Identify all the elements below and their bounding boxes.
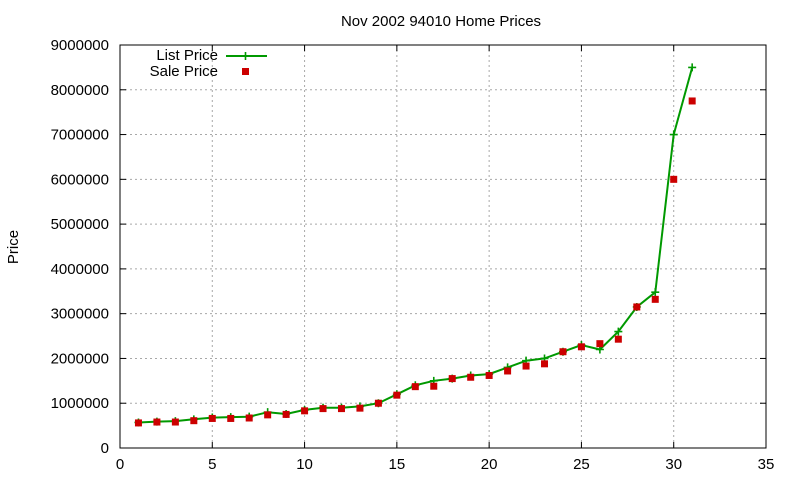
sale-price-point (319, 405, 327, 413)
sale-price-point (541, 360, 549, 368)
y-tick-label: 2000000 (51, 350, 109, 367)
y-tick-label: 6000000 (51, 171, 109, 188)
y-tick-label: 7000000 (51, 127, 109, 144)
grid (120, 45, 766, 448)
y-axis-label: Price (5, 230, 22, 264)
sale-price-point (577, 343, 585, 351)
x-tick-label: 30 (665, 456, 682, 473)
sale-price-point (356, 404, 364, 412)
sale-price-point (688, 97, 696, 105)
sale-price-point (596, 340, 604, 348)
sale-price-point (504, 367, 512, 375)
sale-price-point (633, 303, 641, 311)
list-price-point (614, 327, 623, 336)
sale-price-point (153, 418, 161, 426)
y-tick-label: 3000000 (51, 306, 109, 323)
sale-price-point (448, 375, 456, 383)
y-tick-label: 1000000 (51, 395, 109, 412)
sale-price-point (337, 405, 345, 413)
series (134, 63, 697, 427)
sale-price-point (393, 391, 401, 399)
list-price-point (651, 288, 660, 297)
chart-title: Nov 2002 94010 Home Prices (341, 13, 541, 30)
legend-label-sale-price: Sale Price (150, 63, 218, 80)
sale-price-point (411, 383, 419, 391)
sale-price-point (467, 373, 475, 381)
sale-price-point (301, 407, 309, 415)
sale-price-point (208, 414, 216, 422)
list-price-point (669, 130, 678, 139)
x-tick-label: 35 (758, 456, 775, 473)
sale-price-point (134, 419, 142, 427)
sale-price-point (227, 414, 235, 422)
sale-price-point (522, 362, 530, 370)
sale-price-point (245, 414, 253, 422)
sale-price-point (264, 411, 272, 419)
sale-price-point (171, 418, 179, 426)
x-tick-label: 20 (481, 456, 498, 473)
legend: List Price Sale Price (150, 47, 267, 80)
axis-ticks: 0 5 10 15 20 25 30 35 0 1000000 2000000 3000000 4000… (51, 37, 775, 473)
y-tick-label: 8000000 (51, 82, 109, 99)
sale-price-point (485, 371, 493, 379)
list-price-point (688, 63, 697, 72)
x-tick-label: 25 (573, 456, 590, 473)
x-tick-label: 0 (116, 456, 124, 473)
sale-price-point (559, 348, 567, 356)
sale-price-point (430, 382, 438, 390)
sale-price-point (651, 295, 659, 303)
legend-marker-sale-price (242, 68, 249, 75)
legend-label-list-price: List Price (156, 47, 218, 64)
sale-price-point (374, 399, 382, 407)
sale-price-point (282, 410, 290, 418)
y-tick-label: 0 (101, 440, 109, 457)
legend-marker-list-price (241, 52, 250, 60)
y-tick-label: 4000000 (51, 261, 109, 278)
x-tick-label: 5 (208, 456, 216, 473)
y-tick-label: 5000000 (51, 216, 109, 233)
sale-price-point (190, 417, 198, 425)
y-tick-label: 9000000 (51, 37, 109, 54)
x-tick-label: 10 (296, 456, 313, 473)
sale-price-point (614, 335, 622, 343)
plot-frame (119, 44, 767, 449)
sale-price-point (670, 175, 678, 183)
x-tick-label: 15 (389, 456, 406, 473)
